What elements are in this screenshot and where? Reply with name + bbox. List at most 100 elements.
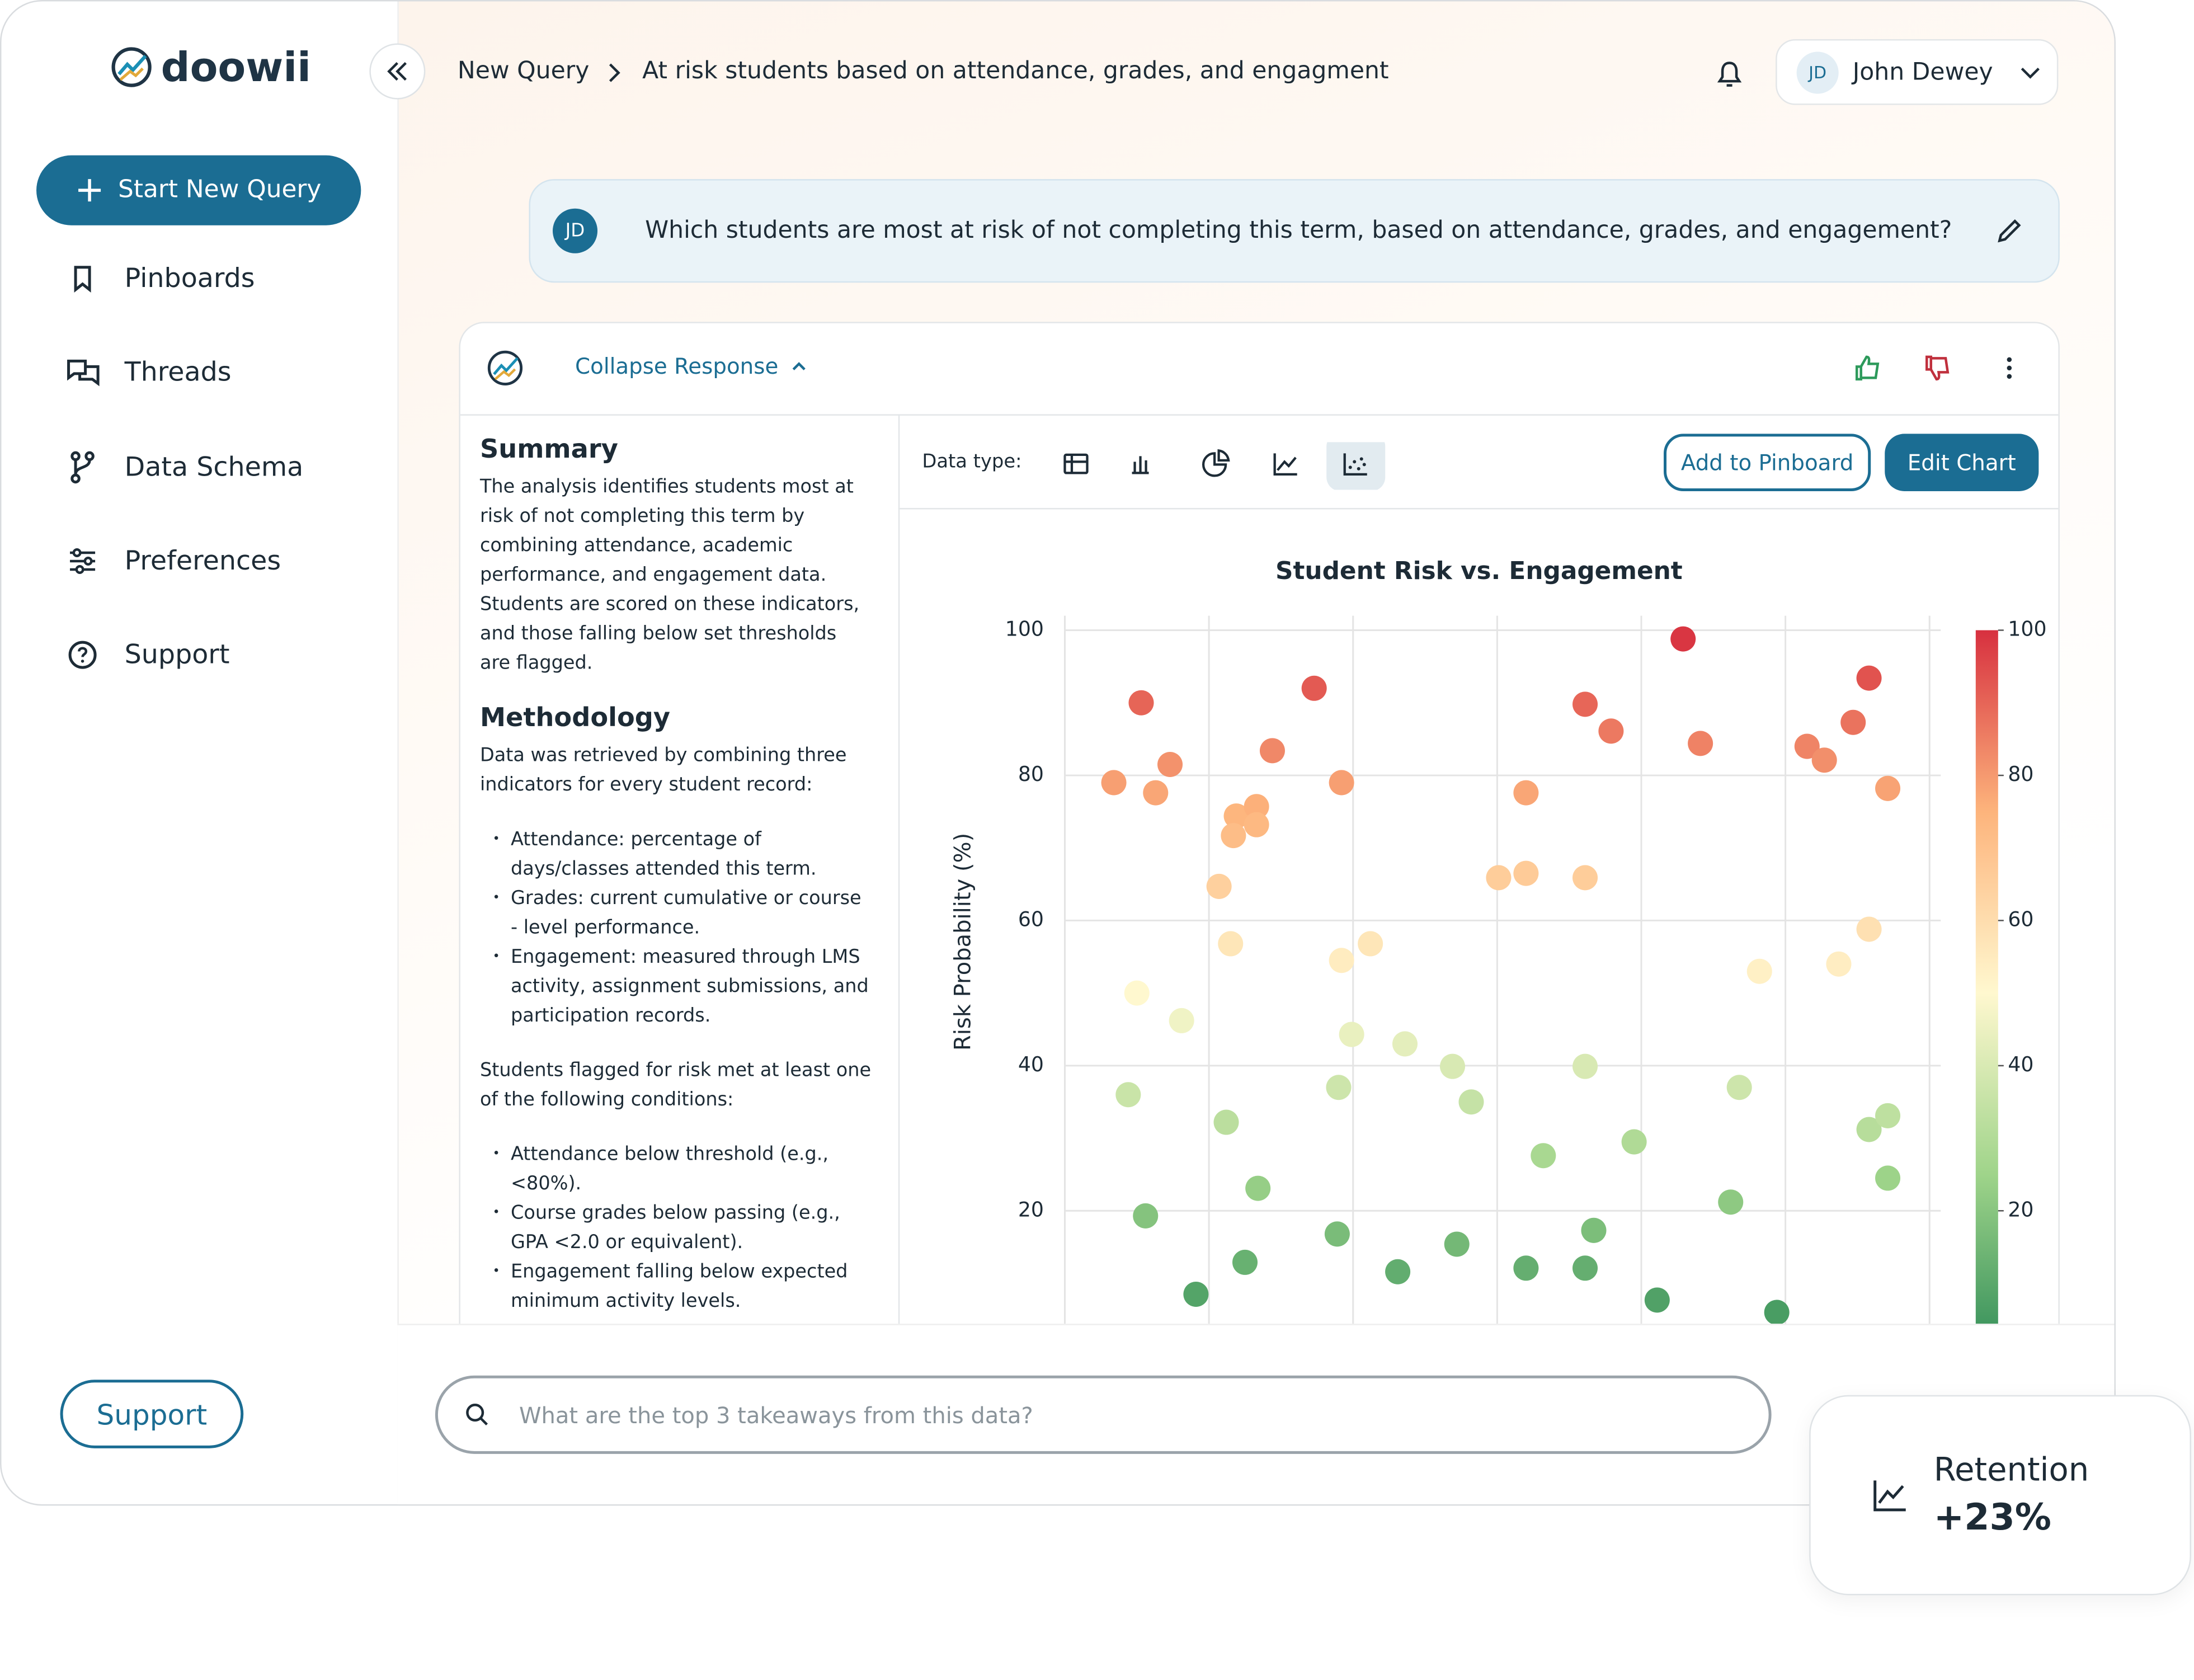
data-point [1326, 1075, 1352, 1100]
data-point [1232, 1249, 1258, 1275]
thumbs-up-icon[interactable] [1853, 352, 1884, 383]
y-tick-label: 20 [1018, 1197, 1044, 1221]
data-point [1572, 1255, 1598, 1281]
retention-value: +23% [1933, 1497, 2051, 1540]
colorbar-tick-label: 20 [2008, 1197, 2033, 1221]
data-point [1301, 675, 1327, 701]
data-point [1385, 1259, 1411, 1284]
user-menu[interactable]: JD John Dewey [1776, 39, 2059, 105]
nav-item[interactable]: Support [63, 636, 230, 675]
condition: Engagement falling below expected minimu… [492, 1258, 872, 1317]
data-point [1101, 770, 1127, 796]
data-point [1572, 691, 1598, 717]
query-avatar: JD [553, 208, 598, 253]
data-point [1245, 1175, 1271, 1201]
y-tick-label: 100 [1005, 617, 1044, 641]
add-to-pinboard-button[interactable]: Add to Pinboard [1664, 434, 1871, 491]
section-title: Summary [479, 435, 618, 465]
y-tick-label: 40 [1018, 1052, 1044, 1076]
data-point [1794, 733, 1820, 759]
colorbar-tick-label: 100 [2008, 617, 2046, 641]
data-type-label: Data type: [922, 450, 1022, 473]
nav-item[interactable]: Threads [63, 352, 232, 392]
data-point [1513, 780, 1539, 806]
button-label: Add to Pinboard [1680, 450, 1854, 476]
nav-item[interactable]: Preferences [63, 542, 281, 581]
data-point [1688, 731, 1713, 756]
data-point [1339, 1022, 1364, 1047]
button-label: Start New Query [118, 176, 322, 205]
schema-icon [70, 451, 95, 484]
data-point [1244, 812, 1269, 837]
data-point [1572, 865, 1598, 891]
data-point [1218, 931, 1244, 957]
user-name: John Dewey [1852, 58, 1993, 86]
chevrons-left-icon [387, 62, 407, 81]
data-point [1329, 948, 1354, 973]
data-point [1221, 823, 1246, 849]
edit-icon[interactable] [1994, 215, 2024, 246]
plus-icon [79, 179, 102, 202]
nav-label: Data Schema [124, 451, 304, 483]
data-point [1531, 1143, 1556, 1169]
data-point [1875, 775, 1901, 801]
logo: doowii [108, 44, 311, 91]
data-point [1444, 1231, 1470, 1257]
retention-label: Retention [1933, 1452, 2089, 1489]
methodology-intro: Data was retrieved by combining three in… [479, 746, 847, 797]
data-point [1458, 1089, 1484, 1115]
button-label: Collapse Response [575, 354, 779, 379]
nav-item[interactable]: Pinboards [63, 259, 255, 298]
data-point [1572, 1053, 1598, 1079]
data-point [1124, 980, 1150, 1006]
data-point [1764, 1300, 1790, 1324]
support-icon [68, 641, 97, 669]
collapse-response-button[interactable]: Collapse Response [575, 354, 809, 379]
data-point [1223, 803, 1249, 829]
data-point [1856, 916, 1882, 942]
start-new-query-button[interactable]: Start New Query [36, 155, 361, 225]
brand-name: doowii [161, 43, 311, 91]
chat-input[interactable]: What are the top 3 takeaways from this d… [435, 1375, 1772, 1454]
app-frame: doowii Start New Query Pinboards Threads… [0, 0, 2116, 1505]
breadcrumb-separator [609, 63, 620, 82]
collapse-sidebar-button[interactable] [369, 43, 426, 100]
data-point [1718, 1189, 1744, 1215]
nav-item[interactable]: Data Schema [63, 448, 304, 487]
conditions-intro: Students flagged for risk met at least o… [479, 1060, 872, 1112]
data-point [1598, 718, 1624, 744]
support-button[interactable]: Support [60, 1380, 244, 1448]
data-point [1115, 1082, 1141, 1108]
retention-card: Retention +23% [1809, 1395, 2192, 1596]
data-point [1157, 751, 1183, 778]
response-card: Collapse Response Summary The analysis i… [459, 322, 2060, 1386]
query-bubble: JD Which students are most at risk of no… [529, 179, 2060, 283]
summary-text: The analysis identifies students most at… [479, 477, 860, 675]
data-point [1244, 794, 1269, 820]
indicator: Attendance: percentage of days/classes a… [492, 826, 872, 884]
colorbar-tick-label: 40 [2008, 1052, 2033, 1076]
preferences-icon [70, 548, 96, 575]
data-point [1644, 1287, 1670, 1313]
data-point [1726, 1075, 1752, 1100]
indicator-list: Attendance: percentage of days/classes a… [480, 826, 872, 1032]
notifications-icon[interactable] [1711, 56, 1748, 92]
threads-icon [67, 359, 100, 387]
input-placeholder: What are the top 3 takeaways from this d… [519, 1401, 1033, 1428]
data-point [1670, 626, 1696, 652]
data-type-toggle[interactable] [1055, 442, 1391, 490]
nav-label: Support [124, 639, 230, 671]
condition: Attendance below threshold (e.g., <80%). [492, 1141, 872, 1199]
data-point [1392, 1031, 1418, 1057]
thumbs-down-icon[interactable] [1923, 352, 1953, 383]
nav-label: Pinboards [124, 263, 255, 294]
more-icon[interactable] [1995, 352, 2023, 383]
chart-title: Student Risk vs. Engagement [1275, 557, 1683, 585]
edit-chart-button[interactable]: Edit Chart [1885, 434, 2039, 491]
y-tick-label: 60 [1018, 907, 1044, 931]
colorbar-tick-label: 80 [2008, 762, 2033, 786]
y-axis-label: Risk Probability (%) [950, 833, 976, 1051]
breadcrumb-link[interactable]: New Query [457, 57, 590, 86]
data-point [1259, 738, 1285, 764]
